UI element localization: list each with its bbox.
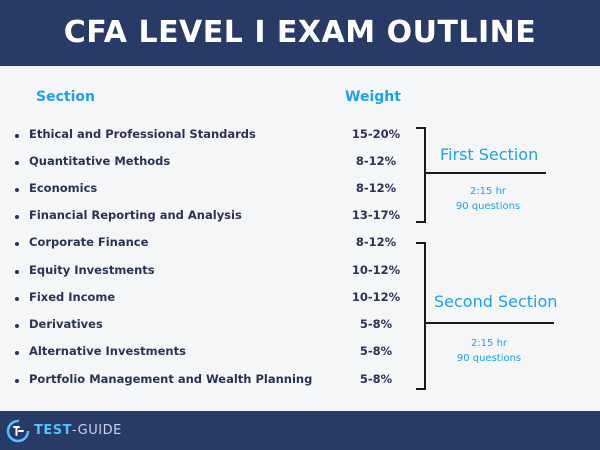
- brand-name-part2: -GUIDE: [71, 423, 122, 438]
- brand-name: TEST-GUIDE: [34, 423, 122, 438]
- section-column-header: Section: [36, 89, 95, 105]
- list-item: Derivatives 5-8%: [0, 316, 600, 336]
- topic-name: Derivatives: [29, 317, 103, 331]
- topic-name: Financial Reporting and Analysis: [29, 208, 242, 222]
- list-item: Alternative Investments 5-8%: [0, 343, 600, 363]
- topic-weight: 8-12%: [355, 181, 397, 195]
- header-banner: CFA LEVEL I EXAM OUTLINE: [0, 0, 600, 66]
- brand-name-part1: TEST: [34, 423, 72, 438]
- list-item: Equity Investments 10-12%: [0, 262, 600, 282]
- bullet-icon: [15, 134, 19, 138]
- list-item: Fixed Income 10-12%: [0, 289, 600, 309]
- weight-column-header: Weight: [345, 89, 401, 105]
- topic-weight: 10-12%: [351, 290, 401, 304]
- first-section-questions: 90 questions: [455, 201, 521, 212]
- test-guide-logo-icon: [6, 419, 30, 443]
- topic-name: Fixed Income: [29, 290, 116, 304]
- second-section-questions: 90 questions: [456, 353, 522, 364]
- first-section-duration: 2:15 hr: [469, 186, 507, 197]
- topic-name: Ethical and Professional Standards: [29, 127, 256, 141]
- topic-weight: 5-8%: [359, 317, 393, 331]
- list-item: Ethical and Professional Standards 15-20…: [0, 126, 600, 146]
- topic-name: Portfolio Management and Wealth Planning: [29, 372, 313, 386]
- list-item: Corporate Finance 8-12%: [0, 234, 600, 254]
- topic-weight: 13-17%: [351, 208, 401, 222]
- second-section-title: Second Section: [434, 292, 558, 311]
- bullet-icon: [15, 297, 19, 301]
- topic-name: Quantitative Methods: [29, 154, 171, 168]
- topic-weight: 8-12%: [355, 235, 397, 249]
- bullet-icon: [15, 379, 19, 383]
- first-section-divider: [426, 172, 546, 174]
- first-section-info: 2:15 hr 90 questions: [433, 184, 543, 214]
- bullet-icon: [15, 215, 19, 219]
- topic-name: Alternative Investments: [29, 344, 186, 358]
- topic-weight: 10-12%: [351, 263, 401, 277]
- page-title: CFA LEVEL I EXAM OUTLINE: [63, 15, 537, 50]
- topic-name: Equity Investments: [29, 263, 155, 277]
- list-item: Financial Reporting and Analysis 13-17%: [0, 207, 600, 227]
- bullet-icon: [15, 161, 19, 165]
- bullet-icon: [15, 242, 19, 246]
- topic-name: Corporate Finance: [29, 235, 149, 249]
- list-item: Portfolio Management and Wealth Planning…: [0, 371, 600, 391]
- list-item: Economics 8-12%: [0, 180, 600, 200]
- topic-weight: 5-8%: [359, 344, 393, 358]
- list-item: Quantitative Methods 8-12%: [0, 153, 600, 173]
- second-section-info: 2:15 hr 90 questions: [434, 336, 544, 366]
- topic-weight: 5-8%: [359, 372, 393, 386]
- second-section-duration: 2:15 hr: [470, 338, 508, 349]
- footer-bar: TEST-GUIDE: [0, 411, 600, 450]
- bullet-icon: [15, 188, 19, 192]
- first-section-title: First Section: [440, 145, 539, 164]
- first-section-bracket: [416, 127, 426, 223]
- second-section-divider: [426, 322, 554, 324]
- topic-weight: 15-20%: [351, 127, 401, 141]
- second-section-bracket: [416, 242, 426, 390]
- topic-weight: 8-12%: [355, 154, 397, 168]
- bullet-icon: [15, 270, 19, 274]
- bullet-icon: [15, 351, 19, 355]
- topic-name: Economics: [29, 181, 98, 195]
- bullet-icon: [15, 324, 19, 328]
